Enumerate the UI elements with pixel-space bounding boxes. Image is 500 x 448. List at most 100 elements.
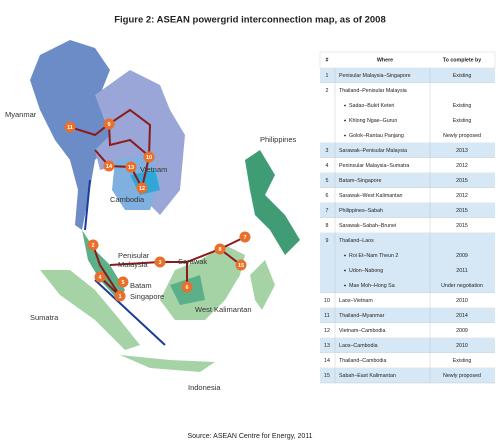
- row-where: Philippines–Sabah: [339, 208, 383, 214]
- row-where: Vietnam–Cambodia: [339, 328, 385, 334]
- table-row-bg: [320, 233, 495, 293]
- row-complete: Existing: [453, 73, 472, 79]
- item-complete: Newly proposed: [443, 133, 481, 139]
- row-complete: 2010: [456, 298, 468, 304]
- row-where: Thailand–Myanmar: [339, 313, 385, 319]
- row-where: Thailand–Laos: [339, 238, 374, 244]
- map-label: Singapore: [130, 292, 164, 301]
- marker-label: 15: [238, 263, 244, 269]
- marker-label: 8: [218, 247, 221, 253]
- map-label: Penisular: [118, 251, 150, 260]
- map-label: West Kalimantan: [195, 305, 252, 314]
- row-complete: Newly proposed: [443, 373, 481, 379]
- row-complete: 2015: [456, 178, 468, 184]
- row-number: 15: [324, 373, 330, 379]
- row-number: 3: [326, 148, 329, 154]
- map-label: Malaysia: [118, 260, 148, 269]
- row-where: Thailand–Cambodia: [339, 358, 386, 364]
- row-complete: 2013: [456, 148, 468, 154]
- row-complete: 2012: [456, 163, 468, 169]
- table-row-bg: [320, 338, 495, 353]
- item-where: Mae Moh–Hong Sa: [349, 283, 395, 289]
- row-number: 14: [324, 358, 330, 364]
- item-where: Khlong Ngae–Gurun: [349, 118, 397, 124]
- myanmar: [30, 40, 120, 230]
- marker-label: 10: [146, 155, 152, 161]
- table-header: To complete by: [443, 57, 482, 63]
- marker: [117, 276, 129, 288]
- marker-label: 14: [106, 164, 113, 170]
- table-row-bg: [320, 323, 495, 338]
- row-where: Thailand–Penisular Malaysia: [339, 88, 407, 94]
- marker-label: 6: [185, 285, 188, 291]
- map-label: Vietnam: [140, 165, 167, 174]
- item-complete: Existing: [453, 103, 472, 109]
- row-where: Laos–Vietnam: [339, 298, 373, 304]
- row-where: Sarawak–Sabah–Brunei: [339, 223, 396, 229]
- row-complete: 2015: [456, 223, 468, 229]
- map-label: Indonesia: [188, 383, 221, 392]
- figure-title: Figure 2: ASEAN powergrid interconnectio…: [114, 15, 386, 26]
- table-row-bg: [320, 293, 495, 308]
- marker: [103, 118, 115, 130]
- map-label: Sarawak: [178, 257, 207, 266]
- source: Source: ASEAN Centre for Energy, 2011: [187, 433, 312, 440]
- bullet: [344, 254, 346, 257]
- marker-label: 12: [139, 186, 145, 192]
- row-number: 2: [326, 88, 329, 94]
- marker: [125, 161, 137, 173]
- map-label: Cambodia: [110, 195, 145, 204]
- item-where: Udon–Nabong: [349, 268, 383, 274]
- row-number: 8: [326, 223, 329, 229]
- marker: [94, 271, 106, 283]
- row-number: 6: [326, 193, 329, 199]
- item-complete: Existing: [453, 118, 472, 124]
- marker: [154, 256, 166, 268]
- marker-label: 5: [121, 280, 124, 286]
- table: # Where To complete by 1 Penisular Malaysia–…: [319, 51, 496, 384]
- marker-label: 7: [243, 235, 246, 241]
- row-number: 1: [326, 73, 329, 79]
- row-complete: 2009: [456, 328, 468, 334]
- marker: [103, 160, 115, 172]
- table-row-bg: [320, 218, 495, 233]
- marker-label: 9: [107, 122, 110, 128]
- marker: [214, 243, 226, 255]
- table-row-bg: [320, 353, 495, 368]
- marker: [143, 151, 155, 163]
- marker-label: 11: [67, 125, 73, 131]
- table-row-bg: [320, 143, 495, 158]
- item-where: Roi Et–Nam Theun 2: [349, 253, 398, 259]
- row-where: Peninsular Malaysia–Sumatra: [339, 163, 409, 169]
- table-row-bg: [320, 368, 495, 383]
- bullet: [344, 269, 346, 272]
- bullet: [344, 134, 346, 137]
- table-row-bg: [320, 188, 495, 203]
- item-complete: Under negotiation: [441, 283, 483, 289]
- row-complete: 2012: [456, 193, 468, 199]
- item-complete: 2011: [456, 268, 467, 274]
- table-row-bg: [320, 158, 495, 173]
- marker: [235, 259, 247, 271]
- marker: [181, 281, 193, 293]
- map-label: Sumatra: [30, 313, 59, 322]
- map: [30, 40, 300, 372]
- row-number: 11: [324, 313, 330, 319]
- row-where: Penisular Malaysia–Singapore: [339, 73, 411, 79]
- row-number: 12: [324, 328, 330, 334]
- row-where: Sarawak–Penisular Malaysia: [339, 148, 407, 154]
- sumatra: [40, 270, 140, 350]
- row-complete: 2014: [456, 313, 468, 319]
- marker-label: 3: [158, 260, 161, 266]
- sumatra-line: [94, 279, 166, 346]
- blue-line: [84, 179, 91, 231]
- item-complete: 2009: [456, 253, 468, 259]
- bullet: [344, 104, 346, 107]
- row-number: 7: [326, 208, 329, 214]
- marker: [114, 290, 126, 302]
- indochina: [95, 70, 185, 215]
- row-complete: 2010: [456, 343, 468, 349]
- marker: [87, 239, 99, 251]
- java: [120, 355, 215, 372]
- philippines: [245, 150, 300, 255]
